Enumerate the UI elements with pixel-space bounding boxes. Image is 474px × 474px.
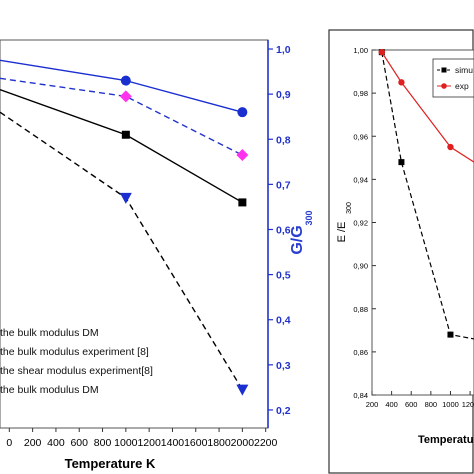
left-legend-entry-1: the bulk modulus DM	[0, 327, 99, 339]
left-x-tick-label-5: 800	[94, 437, 112, 449]
right-y-tick-label-7: 0,96	[353, 132, 368, 141]
left-right-axis-label-sub: 300	[304, 210, 314, 225]
right-x-tick-label-3: 600	[405, 400, 418, 409]
right-legend-entry-2: exp	[455, 81, 469, 91]
left-plot-frame	[0, 39, 269, 429]
left-x-tick-label-1: 0	[6, 437, 12, 449]
left-series-3-point-2	[119, 90, 132, 103]
right-y-tick-label-2: 0,86	[353, 348, 368, 357]
right-y-axis: 0,84 0,86 0,88 0,90 0,92 0,94 0,96 0,98 1,00	[353, 46, 376, 400]
right-plot-frame	[371, 49, 474, 396]
left-right-tick-label-6: 0,7	[276, 179, 291, 191]
left-right-axis-label: G/G 300	[289, 210, 314, 254]
left-x-tick-label-4: 600	[70, 437, 88, 449]
right-legend-entry-1: simu	[455, 65, 473, 75]
left-series-2-point-3	[237, 107, 248, 118]
right-x-tick-label-1: 200	[366, 400, 379, 409]
left-legend-entry-2: the bulk modulus experiment [8]	[0, 346, 149, 358]
right-series-1-point-2	[398, 159, 405, 166]
left-right-tick-label-1: 0,2	[276, 405, 291, 417]
right-y-tick-label-1: 0,84	[353, 391, 368, 400]
left-series-1-point-2	[121, 130, 130, 139]
right-y-tick-label-9: 1,00	[353, 46, 368, 55]
left-series-layer	[0, 59, 249, 396]
right-y-axis-label-main: E /E	[336, 222, 348, 243]
left-x-tick-label-7: 1200	[137, 437, 161, 449]
right-series-2-line	[381, 51, 474, 163]
left-legend-entry-4: the bulk modulus DM	[0, 384, 99, 396]
right-y-tick-label-5: 0,92	[353, 219, 368, 228]
left-right-tick-label-7: 0,8	[276, 134, 291, 146]
left-right-tick-label-3: 0,4	[276, 315, 291, 327]
left-x-tick-label-8: 1400	[161, 437, 185, 449]
left-series-3-point-3	[236, 149, 249, 162]
left-legend-entry-3: the shear modulus experiment[8]	[0, 365, 153, 377]
left-right-tick-label-2: 0,3	[276, 360, 291, 372]
right-series-2-point-3	[447, 143, 454, 151]
right-legend-marker-1	[441, 67, 447, 73]
right-x-tick-label-4: 800	[425, 400, 438, 409]
left-x-axis-label: Temperature K	[65, 456, 156, 471]
right-x-tick-label-2: 400	[385, 400, 398, 409]
left-series-4-point-3	[236, 384, 249, 396]
right-x-tick-label-6: 1200	[462, 400, 474, 409]
right-y-tick-label-3: 0,88	[353, 305, 368, 314]
left-chart: 0 200 400 600 800 1000 1200 1400 1600 1800 2000 220…	[0, 39, 314, 471]
right-y-tick-label-4: 0,90	[353, 262, 368, 271]
left-x-tick-label-12: 2200	[254, 437, 278, 449]
left-x-tick-label-3: 400	[47, 437, 65, 449]
left-legend: the bulk modulus DM the bulk modulus exp…	[0, 327, 153, 396]
left-right-tick-label-4: 0,5	[276, 270, 291, 282]
right-y-axis-label: E /E 300	[336, 202, 353, 242]
left-series-3-line	[0, 77, 243, 156]
right-y-tick-label-6: 0,94	[353, 175, 368, 184]
right-series-1-line	[381, 52, 474, 340]
left-series-1-point-3	[238, 198, 247, 207]
left-right-tick-label-5: 0,6	[276, 224, 291, 236]
right-legend-box	[432, 58, 474, 98]
right-x-tick-label-5: 1000	[442, 400, 459, 409]
left-right-axis: 0,2 0,3 0,4 0,5 0,6 0,7 0,8 0,9 1,0	[267, 40, 291, 428]
right-series-1-point-3	[447, 331, 454, 338]
right-series-2-point-2	[398, 79, 405, 86]
left-right-tick-label-8: 0,9	[276, 89, 291, 101]
left-series-2-point-2	[120, 75, 131, 86]
left-right-axis-label-main: G/G	[289, 225, 306, 254]
left-right-tick-label-9: 1,0	[276, 44, 291, 56]
right-series-2-point-1	[378, 48, 386, 56]
right-y-tick-label-8: 0,98	[353, 89, 368, 98]
right-y-axis-label-sub: 300	[346, 202, 353, 214]
left-x-axis: 0 200 400 600 800 1000 1200 1400 1600 1800 2000 220…	[6, 428, 278, 449]
right-legend-marker-2	[441, 83, 447, 89]
right-x-axis-label: Temperature	[418, 434, 474, 446]
right-series-layer	[378, 48, 474, 340]
left-x-tick-label-6: 1000	[114, 437, 138, 449]
right-chart: 0,84 0,86 0,88 0,90 0,92 0,94 0,96 0,98 1,00 200…	[336, 46, 474, 446]
left-x-tick-label-10: 1800	[207, 437, 231, 449]
left-x-tick-label-9: 1600	[184, 437, 208, 449]
right-legend: simu exp	[432, 58, 474, 98]
left-x-tick-label-2: 200	[24, 437, 42, 449]
left-x-tick-label-11: 2000	[231, 437, 255, 449]
left-series-4-point-2	[119, 192, 132, 204]
